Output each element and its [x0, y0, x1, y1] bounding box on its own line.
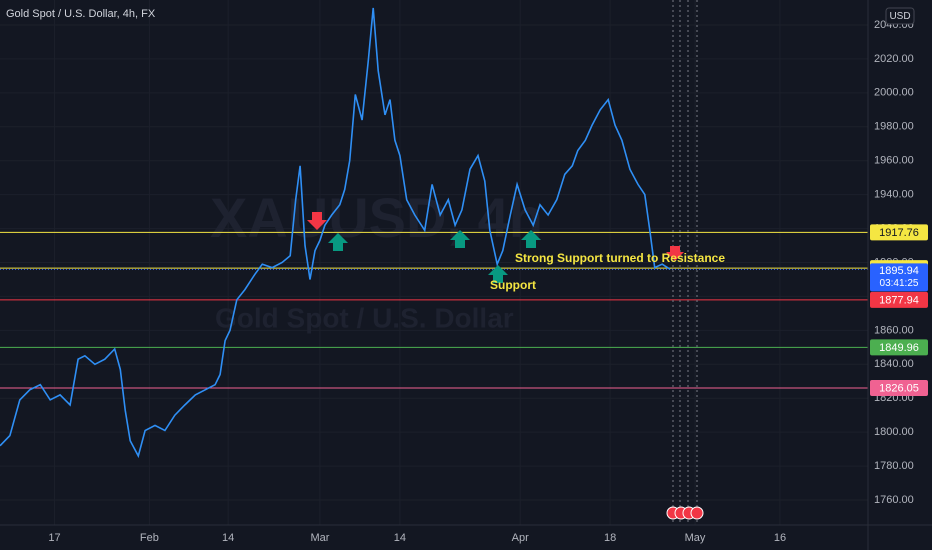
x-tick-label: 14	[222, 532, 234, 544]
arrow-up	[450, 230, 470, 248]
last-price-bg	[870, 263, 928, 292]
arrow-down	[666, 246, 684, 261]
arrow-up	[488, 265, 508, 283]
level-label-bg	[870, 291, 928, 308]
arrow-down	[307, 212, 327, 230]
y-tick-label: 1780.00	[874, 460, 914, 472]
currency: USD	[889, 11, 910, 22]
level-label-bg	[870, 339, 928, 356]
arrow-up	[521, 230, 541, 248]
y-tick-label: 1760.00	[874, 494, 914, 506]
axis-labels: 1760.001780.001800.001820.001840.001860.…	[48, 19, 928, 544]
x-tick-label: May	[685, 532, 706, 544]
x-tick-label: Apr	[512, 532, 529, 544]
y-tick-label: 2020.00	[874, 53, 914, 65]
x-tick-label: 17	[48, 532, 60, 544]
watermark: Gold Spot / U.S. Dollar	[215, 302, 514, 333]
annotation: Support	[490, 278, 536, 292]
currency-badge[interactable]	[885, 7, 915, 25]
watermark: XAUUSD, 4h	[210, 186, 543, 249]
y-tick-label: 1860.00	[874, 324, 914, 336]
event-icon[interactable]	[690, 506, 704, 520]
y-tick-label: 1940.00	[874, 189, 914, 201]
y-tick-label: 1800.00	[874, 426, 914, 438]
grid	[0, 0, 868, 525]
y-tick-label: 1980.00	[874, 121, 914, 133]
arrows	[307, 212, 684, 283]
level-label-bg	[870, 224, 928, 241]
x-tick-label: Mar	[310, 532, 329, 544]
time-axis	[0, 525, 932, 550]
x-tick-label: 18	[604, 532, 616, 544]
level-label-bg	[870, 379, 928, 396]
level-label: 1849.96	[879, 342, 919, 354]
event-icons	[666, 506, 704, 520]
chart-title: Gold Spot / U.S. Dollar, 4h, FX	[6, 8, 156, 20]
arrow-up	[328, 233, 348, 251]
x-tick-label: 14	[394, 532, 406, 544]
last-price-label: 1895.94	[879, 265, 919, 277]
countdown: 03:41:25	[880, 278, 919, 289]
level-label: 1826.05	[879, 382, 919, 394]
x-tick-label: Feb	[140, 532, 159, 544]
price-line	[0, 7, 671, 459]
y-tick-label: 2000.00	[874, 87, 914, 99]
x-tick-label: 16	[774, 532, 786, 544]
y-tick-label: 1840.00	[874, 358, 914, 370]
level-label: 1917.76	[879, 227, 919, 239]
plot	[0, 7, 868, 459]
y-tick-label: 1960.00	[874, 155, 914, 167]
level-label: 1877.94	[879, 294, 919, 306]
annotation: Strong Support turned to Resistance	[515, 251, 725, 265]
